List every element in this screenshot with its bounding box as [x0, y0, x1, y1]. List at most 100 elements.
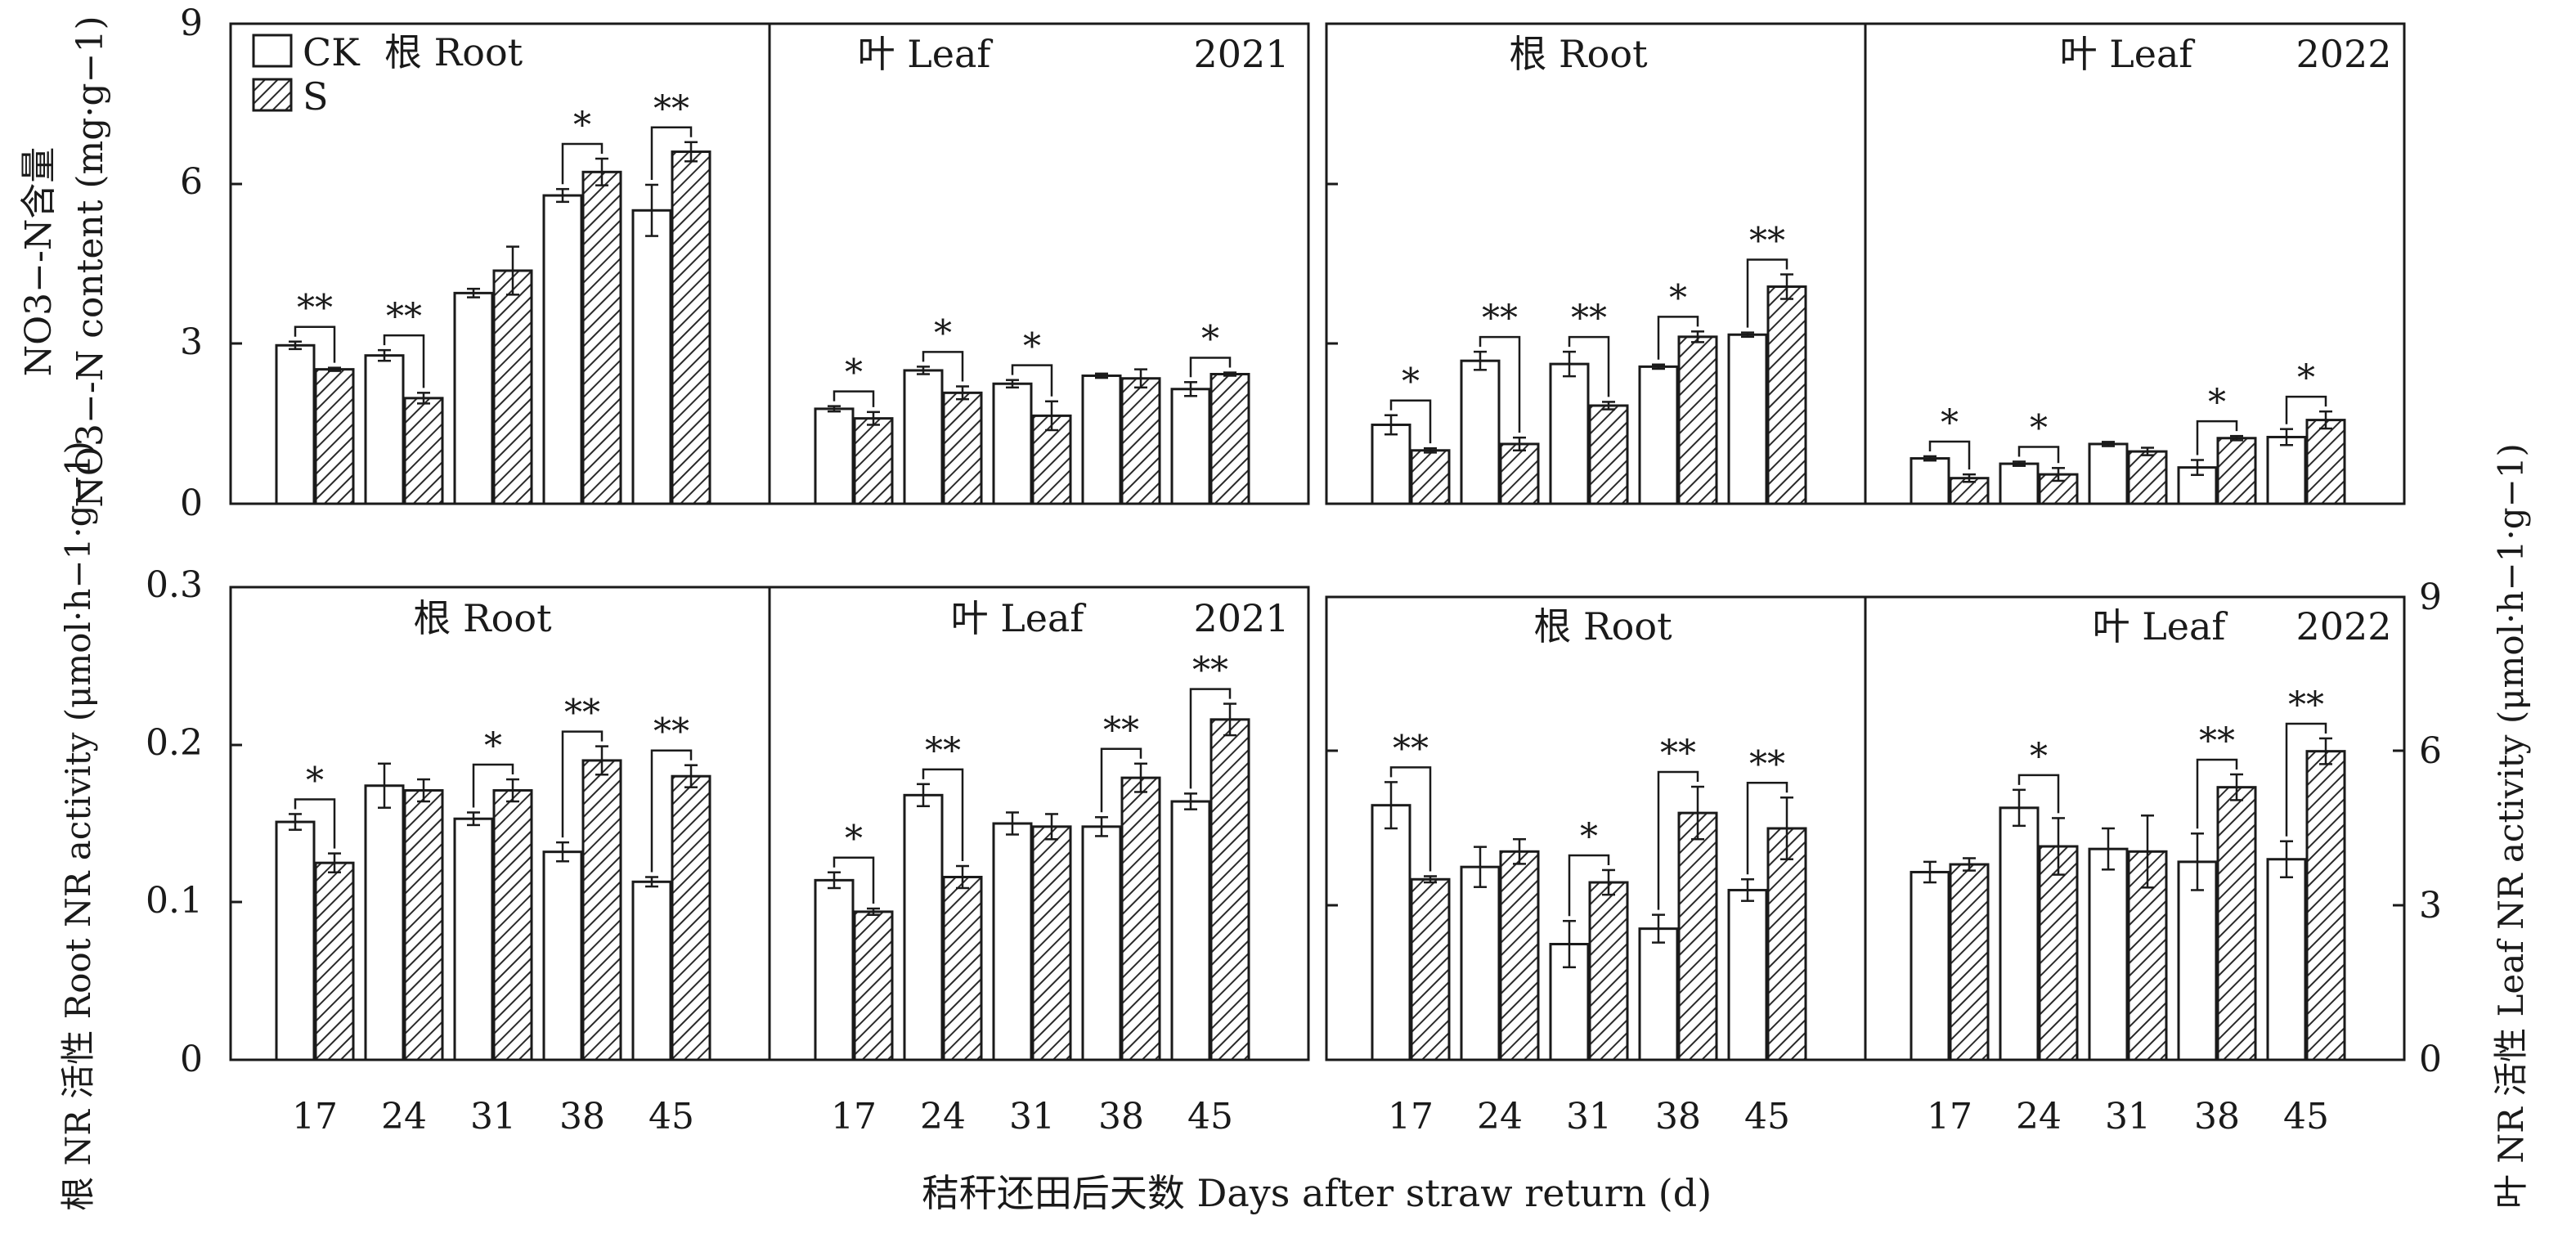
significance-bracket — [1189, 357, 1232, 378]
panel-frames — [229, 22, 2406, 1061]
bar-ck — [814, 407, 855, 505]
x-tick-label: 17 — [1388, 1096, 1434, 1138]
bar-s — [2127, 450, 2168, 505]
y-axis-title-row1-line2: NO3−-N content (mg·g−1) — [70, 16, 111, 507]
y-tick-row2-left: 0.3 — [146, 564, 203, 606]
bar-s — [2305, 750, 2346, 1061]
legend-panel-label-root: 根 Root — [384, 30, 523, 74]
significance-bracket — [1746, 782, 1788, 875]
bar-ck — [453, 817, 494, 1061]
significance-mark: * — [1402, 361, 1420, 403]
bar-s — [671, 774, 711, 1061]
panel-year-top-2021: 2021 — [1193, 32, 1289, 76]
panel-label-bottom-2022-leaf: 叶 Leaf — [2093, 604, 2228, 648]
y-tick-row1: 3 — [180, 321, 203, 363]
panel-label-top-2022-root: 根 Root — [1509, 32, 1648, 76]
significance-mark: ** — [1393, 728, 1429, 770]
bar-ck — [364, 354, 405, 505]
x-tick-label: 31 — [1009, 1096, 1055, 1138]
significance-bracket — [383, 334, 425, 388]
significance-bracket — [2017, 446, 2060, 464]
bar-s — [1677, 335, 1718, 505]
significance-bracket — [1568, 335, 1610, 397]
bar-ck — [631, 880, 672, 1061]
y-tick-row2-right: 9 — [2419, 577, 2442, 618]
bar-ck — [1549, 362, 1590, 505]
significance-bracket — [561, 730, 604, 838]
bar-ck — [1460, 359, 1501, 505]
axis-titles: NO3−-N含量 NO3−-N content (mg·g−1) 根 NR 活性… — [18, 16, 2531, 1215]
legend-swatch-ck — [252, 34, 293, 68]
significance-bracket — [1657, 770, 1699, 910]
significance-mark: * — [306, 760, 324, 801]
y-axis-title-row1-line1: NO3−-N含量 — [18, 147, 60, 377]
x-tick-label: 24 — [920, 1096, 966, 1138]
significance-bracket — [832, 856, 875, 904]
y-tick-row1: 6 — [180, 161, 203, 203]
significance-bracket — [472, 763, 514, 808]
significance-bracket — [650, 126, 693, 180]
significance-mark: ** — [1192, 650, 1228, 692]
significance-mark: ** — [2288, 684, 2324, 726]
significance-mark: ** — [564, 693, 600, 734]
y-tick-row1: 9 — [180, 2, 203, 44]
y-axis-row2-right: 0 3 6 9 — [2419, 577, 2442, 1080]
significance-bracket — [832, 390, 875, 407]
panel-label-top-2022-leaf: 叶 Leaf — [2060, 32, 2196, 76]
significance-mark: * — [573, 105, 591, 146]
y-tick-row2-left: 0.2 — [146, 722, 203, 764]
bar-ck — [2177, 860, 2218, 1061]
significance-mark: ** — [1103, 710, 1139, 752]
significance-bracket — [1928, 440, 1971, 470]
significance-bracket — [1657, 316, 1699, 360]
bar-s — [1031, 825, 1072, 1061]
bar-ck — [992, 822, 1033, 1061]
y-tick-row1: 0 — [180, 482, 203, 524]
significance-bracket — [1746, 258, 1788, 328]
x-tick-label: 38 — [559, 1096, 605, 1138]
bar-ck — [2266, 435, 2307, 505]
panel-year-top-2022: 2022 — [2296, 32, 2391, 76]
significance-bracket — [1100, 747, 1142, 813]
bar-ck — [903, 793, 944, 1061]
significance-mark: * — [1941, 402, 1959, 444]
y-axis-row2-left: 0 0.1 0.2 0.3 — [146, 564, 203, 1080]
significance-mark: * — [1023, 326, 1041, 368]
bar-ck — [542, 850, 583, 1061]
bar-ck — [903, 369, 944, 505]
y-tick-marks-row2 — [231, 743, 2404, 907]
panel-year-bottom-2021: 2021 — [1193, 596, 1289, 640]
significance-bracket — [2196, 758, 2238, 829]
x-tick-label: 17 — [831, 1096, 877, 1138]
significance-bracket — [922, 351, 964, 382]
significance-mark: * — [2297, 357, 2315, 399]
legend: CK 根 Root S — [252, 30, 523, 119]
bar-ck — [992, 382, 1033, 505]
bar-s — [1120, 377, 1161, 505]
bar-ck — [2088, 847, 2129, 1061]
legend-swatch-s — [252, 78, 293, 112]
bar-layer: ** *** **** * **** ** **** ******* ***** ********… — [275, 88, 2346, 1061]
bar-ck — [275, 343, 316, 505]
bar-s — [671, 150, 711, 505]
bar-s — [942, 876, 983, 1061]
bar-ck — [1727, 333, 1768, 505]
significance-mark: ** — [297, 288, 333, 330]
bar-s — [2305, 419, 2346, 505]
significance-mark: * — [845, 819, 863, 860]
bar-s — [581, 170, 622, 505]
bar-ck — [1727, 888, 1768, 1061]
x-tick-label: 17 — [1927, 1096, 1972, 1138]
bar-ck — [2088, 442, 2129, 505]
significance-mark: * — [2030, 736, 2048, 778]
bar-s — [2216, 786, 2257, 1061]
bar-s — [1766, 285, 1807, 505]
significance-mark: ** — [2199, 720, 2235, 762]
significance-mark: * — [845, 352, 863, 394]
significance-bracket — [1568, 854, 1610, 917]
bar-s — [942, 391, 983, 505]
bar-ck — [1170, 800, 1211, 1061]
significance-bracket — [294, 798, 336, 849]
panel-labels: 叶 Leaf 2021 根 Root 叶 Leaf 2022 根 Root 叶 … — [413, 32, 2391, 648]
